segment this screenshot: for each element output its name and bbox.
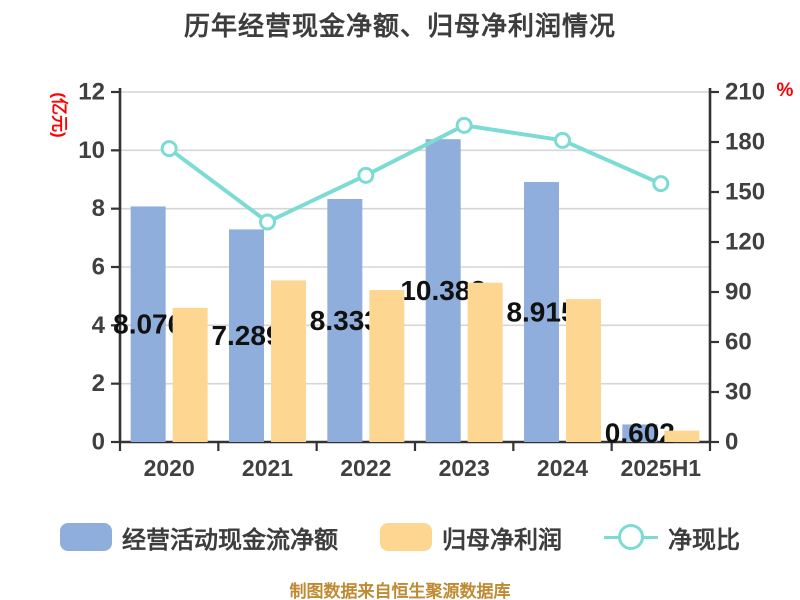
bar-operating-cash [327, 198, 363, 442]
axis-tick-label: 2 [92, 370, 105, 397]
axis-tick-label: 12 [78, 79, 105, 106]
axis-tick-label: 4 [92, 312, 106, 339]
bar-value-label: 0.602 [605, 418, 675, 449]
cash-ratio-marker [455, 116, 473, 134]
cash-ratio-marker [259, 213, 276, 231]
legend-item-net-profit: 归母净利润 [380, 520, 562, 555]
axis-tick-label: 120 [725, 229, 765, 256]
axis-tick-label: 90 [725, 279, 752, 306]
axis-tick-label: 0 [92, 429, 105, 456]
legend-swatch-cash-ratio-icon [604, 523, 658, 551]
axis-tick-label: 30 [725, 379, 752, 406]
left-axis-unit-label: (亿元) [49, 92, 69, 138]
legend-swatch-net-profit-icon [380, 523, 432, 551]
bar-net-profit [566, 299, 601, 442]
bar-value-label: 8.076 [113, 309, 183, 340]
axis-tick-label: 6 [92, 254, 105, 281]
x-axis-category-label: 2023 [439, 455, 490, 481]
bar-value-label: 8.915 [506, 296, 576, 327]
axis-tick-label: 10 [78, 137, 105, 164]
bar-net-profit [467, 282, 503, 442]
x-axis-category-label: 2021 [242, 455, 293, 481]
cash-ratio-marker [652, 175, 670, 193]
bar-net-profit [172, 307, 208, 442]
cash-ratio-marker [160, 140, 178, 158]
axis-tick-label: 60 [725, 329, 752, 356]
axis-tick-label: 150 [725, 179, 765, 206]
bar-operating-cash [425, 139, 461, 443]
right-axis-unit-label: % [776, 80, 794, 101]
legend-item-cash-ratio: 净现比 [604, 520, 740, 555]
bar-net-profit [664, 430, 700, 442]
source-note: 制图数据来自恒生聚源数据库 [289, 582, 511, 600]
axis-tick-label: 180 [725, 129, 765, 156]
cash-ratio-line [167, 123, 663, 224]
bar-net-profit [271, 280, 306, 442]
bar-net-profit [369, 290, 405, 442]
x-axis-category-label: 2024 [537, 455, 588, 481]
legend-label-cash-ratio: 净现比 [668, 526, 740, 554]
bar-operating-cash [524, 181, 559, 442]
bar-operating-cash [229, 229, 264, 442]
axis-tick-label: 0 [725, 429, 738, 456]
cash-ratio-marker [554, 131, 571, 149]
x-axis-category-label: 2022 [340, 455, 391, 481]
legend-label-operating-cash: 经营活动现金流净额 [122, 526, 338, 554]
legend-swatch-operating-cash-icon [60, 523, 112, 551]
chart-title: 历年经营现金净额、归母净利润情况 [183, 11, 616, 41]
legend-item-operating-cash: 经营活动现金流净额 [60, 520, 338, 555]
bar-operating-cash [622, 424, 658, 442]
bar-value-label: 8.333 [310, 305, 380, 336]
cash-ratio-marker [357, 166, 375, 184]
legend-label-net-profit: 归母净利润 [442, 526, 562, 554]
bar-value-label: 7.289 [211, 320, 281, 351]
legend: 经营活动现金流净额 归母净利润 净现比 [0, 515, 800, 559]
axis-tick-label: 8 [92, 195, 105, 222]
axis-tick-label: 210 [725, 79, 765, 106]
bar-operating-cash [130, 206, 166, 442]
x-axis-category-label: 2020 [144, 455, 195, 481]
x-axis-category-label: 2025H1 [621, 455, 702, 481]
